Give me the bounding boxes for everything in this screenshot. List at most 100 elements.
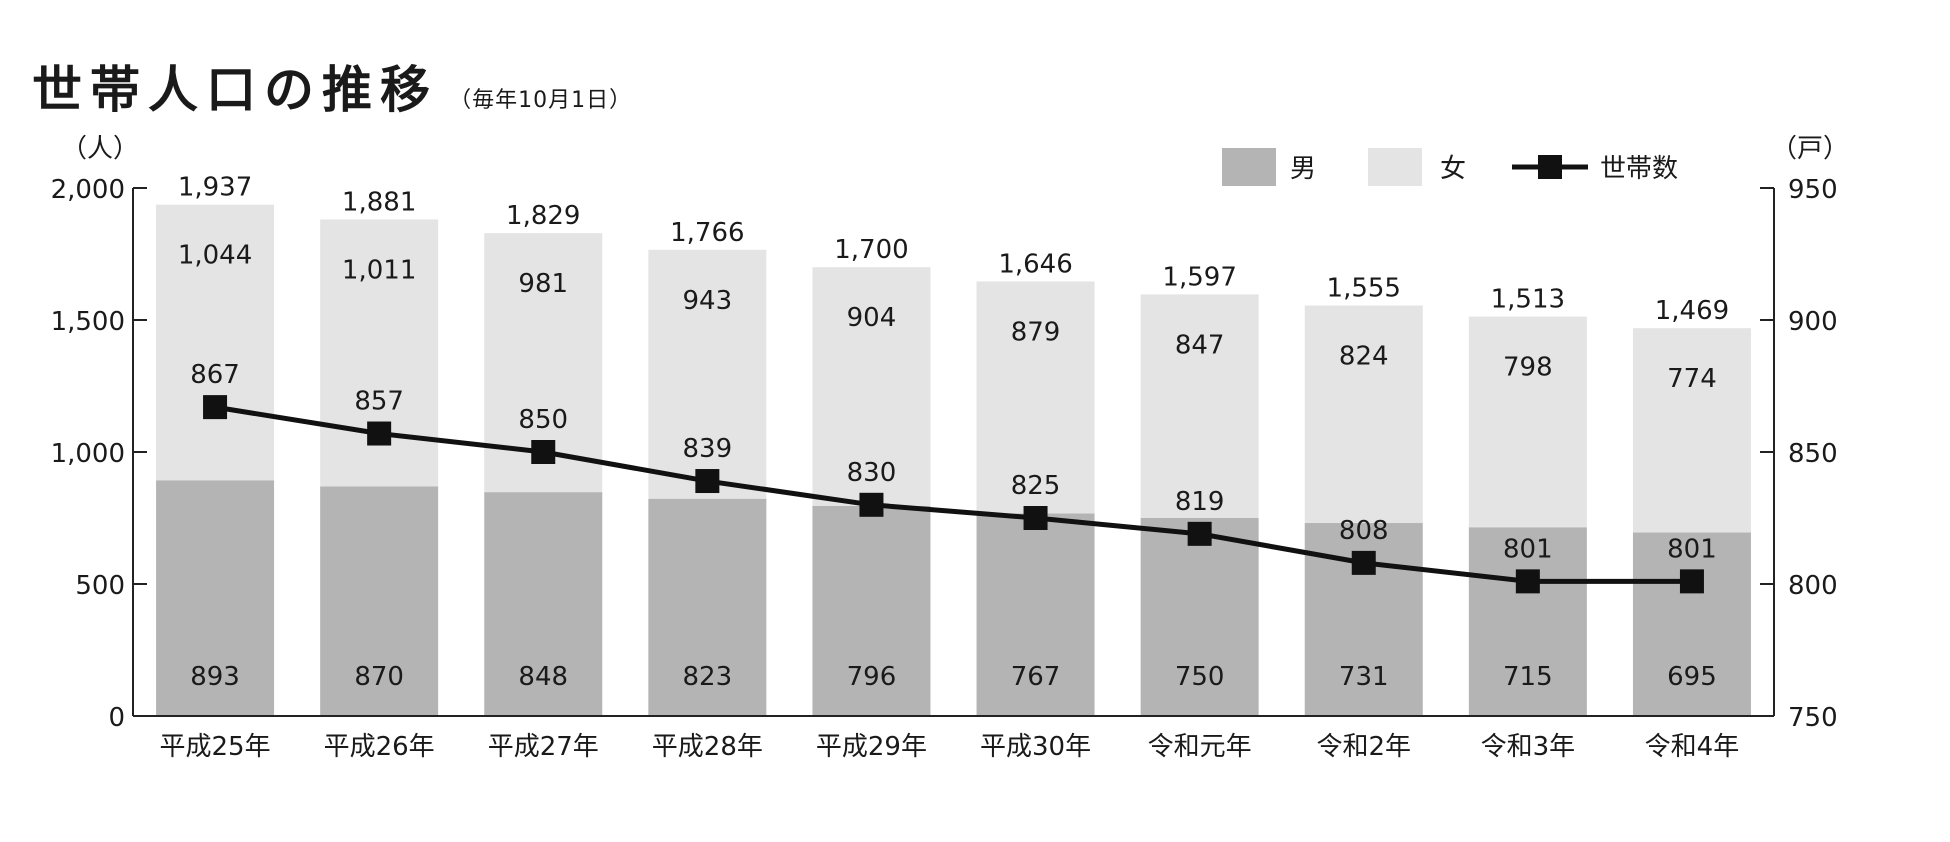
data-label-male: 796 xyxy=(847,662,897,692)
y-tick-label-right: 950 xyxy=(1788,175,1838,205)
point-households xyxy=(1187,521,1212,546)
y-tick-label-right: 800 xyxy=(1788,571,1838,601)
point-households xyxy=(531,440,556,464)
chart-title-block: 世帯人口の推移 （毎年10月1日） xyxy=(32,50,632,122)
bar-female xyxy=(648,249,767,499)
data-label-male: 695 xyxy=(1667,662,1717,692)
data-label-female: 824 xyxy=(1339,341,1389,371)
data-label-households: 850 xyxy=(518,405,568,435)
data-label-total: 1,646 xyxy=(998,249,1072,279)
bar-male xyxy=(1632,532,1751,716)
data-label-total: 1,937 xyxy=(178,173,252,203)
chart-title: 世帯人口の推移 xyxy=(32,61,438,119)
data-label-female: 1,011 xyxy=(342,255,416,285)
point-households xyxy=(1515,569,1540,594)
bar-female xyxy=(156,204,275,481)
x-tick-label: 令和3年 xyxy=(1481,732,1576,762)
data-label-male: 731 xyxy=(1339,662,1389,692)
bar-female xyxy=(812,267,931,506)
point-households xyxy=(1351,550,1376,575)
y-axis-label-right: （戸） xyxy=(1771,134,1849,164)
bar-female xyxy=(1304,305,1423,524)
data-label-households: 839 xyxy=(683,434,733,464)
x-tick-label: 令和元年 xyxy=(1148,732,1252,762)
data-label-female: 879 xyxy=(1011,317,1061,347)
data-label-female: 774 xyxy=(1667,364,1717,394)
data-label-households: 825 xyxy=(1011,471,1061,501)
x-tick-label: 平成27年 xyxy=(488,732,599,762)
data-label-female: 904 xyxy=(847,303,897,333)
series-line-households xyxy=(214,404,1692,584)
legend-swatch-female xyxy=(1368,148,1422,186)
x-tick-label: 平成26年 xyxy=(324,732,435,762)
point-households xyxy=(367,421,392,446)
data-label-total: 1,766 xyxy=(670,218,744,248)
data-label-households: 857 xyxy=(354,387,404,417)
data-label-households: 830 xyxy=(847,458,897,488)
data-label-male: 767 xyxy=(1011,662,1061,692)
bar-female xyxy=(976,281,1095,514)
bar-female xyxy=(1468,316,1587,528)
point-households xyxy=(859,492,884,517)
bar-male xyxy=(648,498,767,716)
y-tick-label-left: 500 xyxy=(75,571,125,601)
y-tick-label-right: 850 xyxy=(1788,439,1838,469)
bar-female xyxy=(1140,294,1259,518)
point-households xyxy=(695,469,720,494)
data-label-male: 848 xyxy=(518,662,568,692)
data-label-male: 750 xyxy=(1175,662,1225,692)
data-label-total: 1,700 xyxy=(834,235,908,265)
data-label-female: 1,044 xyxy=(178,241,252,271)
data-label-households: 819 xyxy=(1175,487,1225,517)
data-label-female: 798 xyxy=(1503,353,1553,383)
y-axis-label-left: （人） xyxy=(61,134,139,164)
data-label-female: 981 xyxy=(518,269,568,299)
x-tick-label: 平成28年 xyxy=(652,732,763,762)
y-tick-label-right: 750 xyxy=(1788,703,1838,733)
data-label-male: 893 xyxy=(190,662,240,692)
y-tick-label-right: 900 xyxy=(1788,307,1838,337)
data-label-male: 715 xyxy=(1503,662,1553,692)
data-label-households: 801 xyxy=(1667,534,1717,564)
bar-male xyxy=(320,486,439,716)
y-tick-label-left: 0 xyxy=(108,703,125,733)
legend-swatch-male xyxy=(1222,148,1276,186)
x-tick-label: 平成30年 xyxy=(980,732,1091,762)
data-label-female: 847 xyxy=(1175,330,1225,360)
data-label-male: 823 xyxy=(683,662,733,692)
y-tick-label-left: 1,000 xyxy=(51,439,125,469)
data-label-total: 1,597 xyxy=(1162,262,1236,292)
chart-subtitle: （毎年10月1日） xyxy=(449,88,633,113)
data-label-total: 1,513 xyxy=(1491,285,1565,315)
point-households xyxy=(1679,569,1704,594)
data-label-total: 1,881 xyxy=(342,187,416,217)
legend-marker-households xyxy=(1538,155,1562,179)
x-tick-label: 平成25年 xyxy=(160,732,271,762)
legend-label-households: 世帯数 xyxy=(1600,154,1678,184)
legend-label-male: 男 xyxy=(1290,154,1316,184)
point-households xyxy=(1023,506,1048,530)
bar-male xyxy=(1140,518,1259,716)
data-label-male: 870 xyxy=(354,662,404,692)
y-tick-label-left: 1,500 xyxy=(51,307,125,337)
bar-male xyxy=(1468,527,1587,716)
data-label-total: 1,469 xyxy=(1655,296,1729,326)
data-label-total: 1,829 xyxy=(506,201,580,231)
bar-male xyxy=(976,513,1095,716)
x-tick-label: 令和2年 xyxy=(1316,732,1411,762)
data-label-households: 808 xyxy=(1339,516,1389,546)
y-tick-label-left: 2,000 xyxy=(51,175,125,205)
data-label-female: 943 xyxy=(683,286,733,316)
bar-male xyxy=(484,492,603,716)
point-households xyxy=(203,395,228,420)
legend-label-female: 女 xyxy=(1440,154,1466,184)
x-tick-label: 平成29年 xyxy=(816,732,927,762)
bar-male xyxy=(156,480,275,716)
data-label-total: 1,555 xyxy=(1327,273,1401,303)
x-tick-label: 令和4年 xyxy=(1645,732,1740,762)
bar-male xyxy=(812,505,931,716)
bar-female xyxy=(1632,328,1751,533)
data-label-households: 867 xyxy=(190,360,240,390)
data-label-households: 801 xyxy=(1503,534,1553,564)
